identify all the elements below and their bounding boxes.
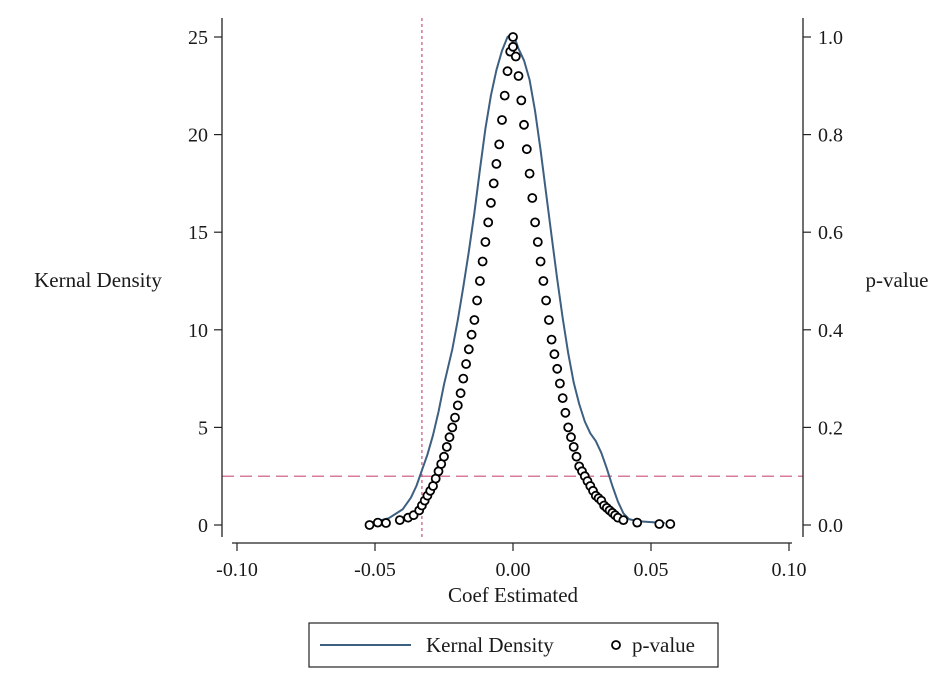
p-value-point — [513, 71, 524, 81]
ticks: -0.10 -0.05 0.00 0.05 0.10 0 5 10 15 20 25 0.0 0.2 0.… — [188, 27, 843, 581]
p-value-point — [480, 237, 491, 247]
y-left-axis-title: Kernal Density — [34, 268, 162, 292]
x-tick-label: 0.00 — [496, 559, 531, 581]
x-tick-label: 0.05 — [634, 559, 669, 581]
legend-marker-swatch — [611, 640, 621, 650]
p-value-point — [441, 441, 452, 452]
p-value-point — [532, 237, 543, 247]
y-right-tick-label: 0.8 — [818, 125, 843, 147]
p-value-point — [485, 197, 496, 208]
p-value-point — [508, 32, 518, 42]
axes — [221, 18, 804, 544]
p-value-point — [472, 295, 483, 306]
p-value-point — [654, 519, 665, 529]
p-value-point — [499, 90, 510, 101]
p-value-point — [483, 217, 494, 228]
y-left-tick-label: 0 — [198, 515, 208, 537]
p-value-point — [394, 515, 405, 525]
p-value-point — [665, 519, 676, 529]
y-left-tick-label: 15 — [188, 222, 208, 244]
x-tick-label: -0.05 — [354, 559, 396, 581]
y-left-tick-label: 10 — [188, 320, 208, 342]
legend-label-kernal-density: Kernal Density — [426, 633, 554, 657]
p-value-point — [521, 144, 532, 155]
p-value-point — [530, 217, 540, 228]
p-value-point — [516, 95, 527, 106]
p-value-point — [546, 334, 557, 345]
p-value-point — [502, 66, 513, 77]
p-value-point — [555, 378, 565, 389]
x-tick-label: 0.10 — [772, 559, 807, 581]
p-value-point — [632, 517, 643, 528]
p-value-point — [563, 422, 574, 433]
y-left-tick-label: 20 — [188, 125, 208, 147]
p-value-point — [566, 432, 576, 443]
y-right-tick-label: 0.2 — [818, 417, 843, 439]
p-value-point — [557, 393, 568, 404]
p-value-point — [538, 276, 549, 286]
p-value-point — [364, 520, 375, 530]
p-value-point — [560, 407, 571, 418]
p-value-point — [450, 412, 460, 423]
p-value-point — [444, 432, 455, 443]
p-value-point — [372, 517, 383, 528]
y-right-tick-label: 0.6 — [818, 222, 843, 244]
y-left-tick-label: 5 — [198, 417, 208, 439]
p-value-point — [552, 363, 563, 374]
p-value-point — [458, 373, 469, 384]
p-value-point — [463, 344, 474, 355]
y-right-axis-title: p-value — [866, 268, 929, 292]
plot-series — [364, 32, 676, 530]
p-value-point — [549, 349, 560, 360]
p-value-point — [618, 515, 629, 525]
kernel-density-line — [369, 34, 665, 524]
p-value-point — [568, 441, 579, 452]
p-value-point — [439, 451, 449, 462]
reference-lines — [222, 18, 803, 537]
x-axis-title: Coef Estimated — [448, 583, 579, 607]
legend-label-p-value: p-value — [632, 633, 695, 657]
p-value-point — [535, 256, 546, 267]
p-value-point — [527, 193, 538, 203]
p-value-point — [447, 422, 458, 433]
p-value-point — [524, 168, 535, 179]
p-value-point — [541, 295, 551, 306]
x-tick-label: -0.10 — [216, 559, 258, 581]
p-value-point — [494, 139, 505, 150]
y-left-tick-label: 25 — [188, 27, 208, 49]
p-value-point — [381, 518, 391, 528]
p-value-point — [466, 329, 477, 340]
y-right-tick-label: 1.0 — [818, 27, 843, 49]
p-value-point — [510, 51, 521, 62]
p-value-point — [508, 41, 518, 52]
p-value-point — [455, 388, 466, 399]
p-value-point — [474, 276, 485, 286]
p-value-point — [452, 400, 463, 411]
y-right-tick-label: 0.0 — [818, 515, 843, 537]
p-value-point — [477, 256, 488, 267]
p-value-point — [544, 315, 554, 325]
p-value-point — [497, 115, 507, 125]
p-value-point — [519, 119, 529, 130]
p-value-point — [571, 451, 582, 462]
p-value-point — [488, 178, 499, 189]
legend: Kernal Density p-value — [308, 622, 719, 668]
y-right-tick-label: 0.4 — [818, 320, 843, 342]
p-value-point — [469, 315, 480, 325]
p-value-point — [461, 359, 472, 369]
p-value-point — [491, 158, 502, 169]
